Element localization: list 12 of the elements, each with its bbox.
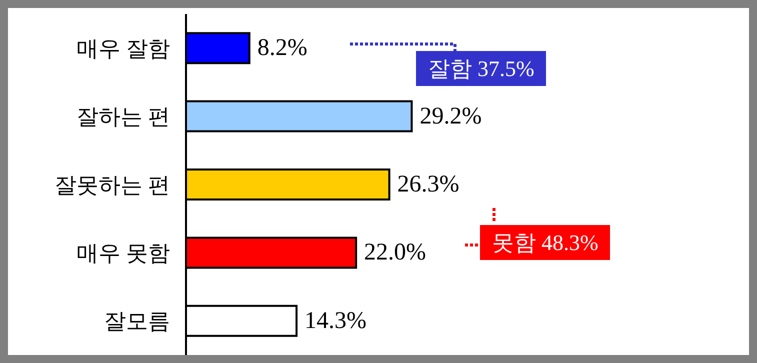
data-label: 29.2% bbox=[420, 103, 482, 130]
y-tick-label: 잘모름 bbox=[104, 308, 170, 334]
y-tick-label: 매우 잘함 bbox=[76, 36, 170, 61]
y-tick-label: 잘못하는 편 bbox=[54, 172, 170, 198]
data-label: 26.3% bbox=[397, 171, 460, 198]
text: 잘함 37.5% bbox=[416, 51, 546, 86]
text: 못함 48.3% bbox=[480, 225, 610, 260]
y-tick-label: 잘하는 편 bbox=[76, 104, 170, 130]
y-tick-label: 매우 못함 bbox=[76, 240, 170, 266]
data-label: 22.0% bbox=[364, 240, 426, 266]
data-label: 8.2% bbox=[257, 35, 308, 62]
data-label: 14.3% bbox=[304, 308, 367, 334]
